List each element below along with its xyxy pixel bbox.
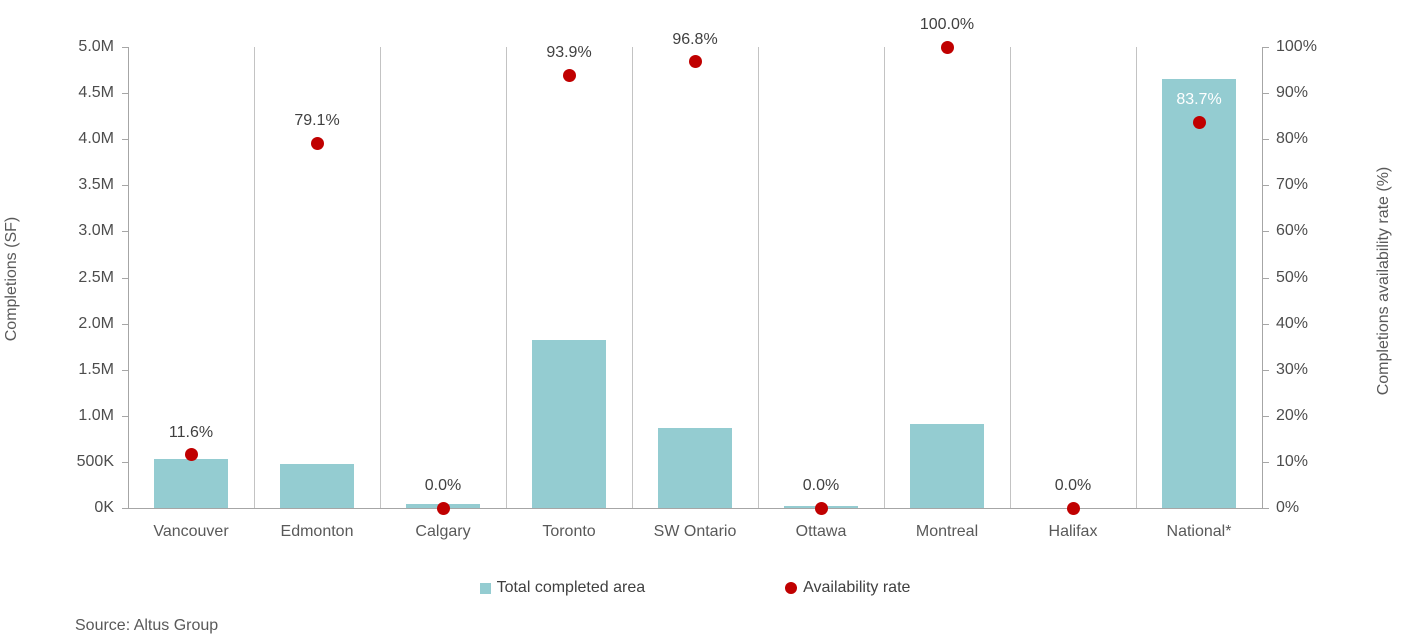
x-axis-category-label: Edmonton [280,523,354,540]
left-axis-tick [122,508,128,509]
left-axis-tick [122,369,128,371]
right-axis-tick-label: 10% [1276,452,1309,470]
right-axis-tick [1263,415,1269,417]
bar-series-swatch-icon [479,582,491,594]
bar-vancouver [154,459,228,508]
left-axis-tick [122,461,128,463]
legend: Total completed area Availability rate [128,579,1262,597]
x-axis-category-label: Toronto [542,523,596,540]
x-axis-category-label: SW Ontario [653,523,737,540]
right-axis-tick [1263,277,1269,279]
right-axis-tick-label: 80% [1276,130,1309,148]
x-axis-category-label: National* [1166,523,1232,540]
bar-national- [1162,79,1236,508]
right-axis-tick-label: 70% [1276,176,1309,194]
x-axis-line [122,508,1268,509]
category-gridline [254,47,255,508]
right-axis-tick-label: 30% [1276,360,1309,378]
right-axis-tick-label: 40% [1276,314,1309,332]
right-axis-tick [1263,139,1269,141]
left-axis-tick-label: 500K [76,452,114,470]
availability-value-label: 79.1% [294,112,340,130]
x-axis-category-label: Ottawa [795,523,847,540]
right-axis-tick [1263,231,1269,233]
availability-value-label: 96.8% [672,30,718,48]
right-axis-tick-label: 0% [1276,499,1300,516]
source-note: Source: Altus Group [75,617,219,634]
availability-dot [940,40,954,54]
legend-label-availability-rate: Availability rate [803,579,911,596]
bar-montreal [910,424,984,508]
left-axis-tick-label: 3.5M [78,176,114,194]
dot-series-swatch-icon [785,582,798,594]
right-axis-tick [1263,185,1269,187]
legend-label-total-completed-area: Total completed area [496,579,646,596]
left-axis-title: Completions (SF) [3,216,20,342]
availability-value-label: 93.9% [546,44,592,62]
x-axis-category-label: Calgary [415,523,471,540]
availability-dot [688,55,702,69]
availability-dot [1066,501,1080,515]
category-gridline [1010,47,1011,508]
left-axis-tick-label: 2.0M [78,314,114,332]
availability-value-label: 0.0% [802,477,840,494]
x-axis-category-label: Vancouver [153,523,229,540]
availability-value-label: 11.6% [168,423,214,441]
right-axis-tick-label: 20% [1276,406,1309,424]
bar-sw-ontario [658,427,732,508]
category-gridline [632,47,633,508]
left-axis-tick [122,185,128,187]
right-axis-tick-label: 90% [1276,84,1309,102]
right-axis-tick [1263,323,1269,325]
left-axis-tick [122,93,128,95]
right-axis-tick [1263,369,1269,371]
right-axis-tick [1263,93,1269,95]
availability-value-label: 0.0% [1054,477,1092,494]
right-axis-tick-label: 50% [1276,268,1309,286]
availability-value-label: 100.0% [919,16,975,33]
category-gridline [884,47,885,508]
availability-value-label: 83.7% [1176,91,1222,109]
right-axis-tick [1263,461,1269,463]
x-axis-category-label: Halifax [1048,523,1098,540]
right-axis-tick [1263,47,1269,48]
left-axis-tick-label: 3.0M [78,222,114,240]
left-axis-tick [122,323,128,325]
left-axis-tick [122,277,128,279]
left-axis-tick [122,139,128,141]
right-axis-title: Completions availability rate (%) [1375,166,1392,396]
category-gridline [758,47,759,508]
right-axis-tick-label: 100% [1276,38,1317,55]
category-gridline [380,47,381,508]
availability-dot [562,68,576,82]
x-axis-category-label: Montreal [915,523,979,540]
availability-dot [184,448,198,462]
bar-edmonton [280,464,354,508]
left-axis-tick-label: 5.0M [78,38,114,55]
category-gridline [506,47,507,508]
left-y-axis-line [128,47,129,508]
availability-value-label: 0.0% [424,477,462,494]
left-axis-tick [122,47,128,48]
availability-dot [310,136,324,150]
legend-item-total-completed-area: Total completed area [479,579,646,597]
left-axis-tick-label: 4.0M [78,130,114,148]
left-axis-tick-label: 1.0M [78,406,114,424]
right-axis-tick [1263,508,1269,509]
legend-item-availability-rate: Availability rate [785,579,910,597]
left-axis-tick [122,415,128,417]
right-axis-tick-label: 60% [1276,222,1309,240]
left-axis-tick-label: 0K [94,499,114,516]
bar-toronto [532,340,606,508]
right-y-axis-line [1262,47,1263,508]
availability-dot [436,501,450,515]
left-axis-tick-label: 1.5M [78,360,114,378]
left-axis-tick-label: 4.5M [78,84,114,102]
left-axis-tick [122,231,128,233]
availability-dot [814,501,828,515]
category-gridline [1136,47,1137,508]
availability-dot [1192,115,1206,129]
left-axis-tick-label: 2.5M [78,268,114,286]
